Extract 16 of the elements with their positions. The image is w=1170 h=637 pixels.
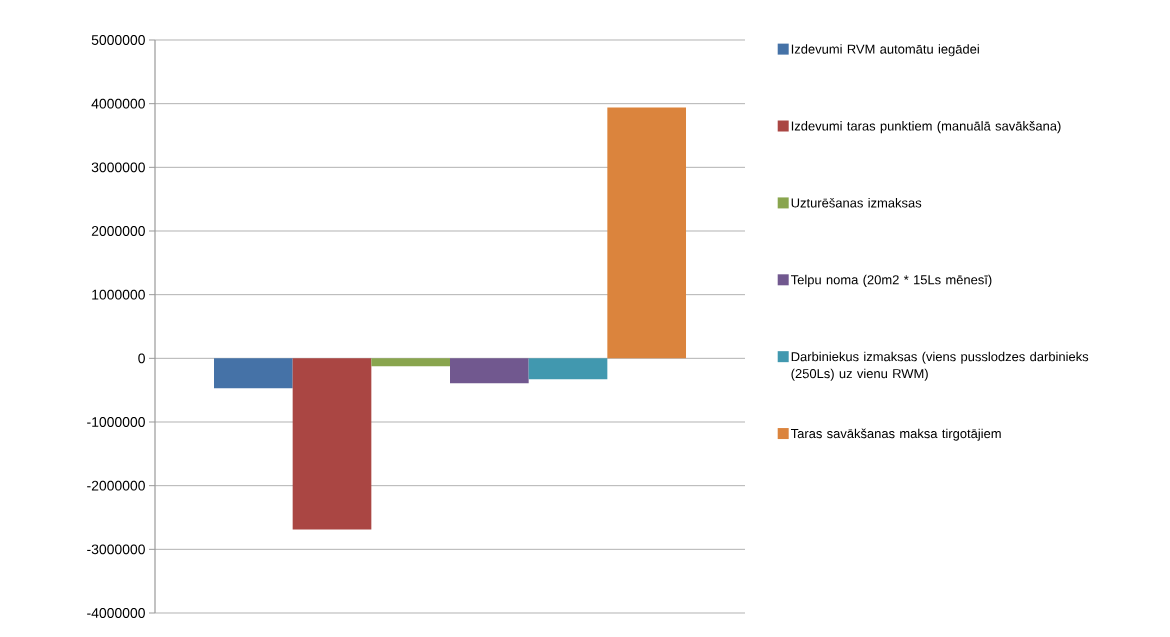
y-tick-label: 0 bbox=[138, 353, 145, 364]
y-tick-label: -1000000 bbox=[87, 417, 145, 427]
y-tick-label: 2000000 bbox=[91, 226, 145, 236]
legend-label: Darbiniekus izmaksas (viens pusslodzes darbinieks (250Ls) uz vienu RWM) bbox=[791, 351, 1089, 381]
y-tick-label: -2000000 bbox=[87, 480, 145, 491]
y-tick-label: 5000000 bbox=[91, 35, 145, 45]
y-tick-label: 4000000 bbox=[91, 98, 145, 109]
y-tick-label: 3000000 bbox=[91, 162, 145, 173]
legend-label: Izdevumi taras punktiem (manuālā savākšana) bbox=[791, 121, 1061, 134]
legend-label: Uzturēšanas izmaksas bbox=[791, 197, 922, 208]
legend-label: Izdevumi RVM automātu iegādei bbox=[791, 44, 979, 57]
legend-label: Taras savākšanas maksa tirgotājiem bbox=[790, 428, 1001, 441]
y-tick-label: -4000000 bbox=[87, 608, 145, 618]
y-tick-label: 1000000 bbox=[92, 289, 145, 300]
y-tick-label: -3000000 bbox=[87, 544, 145, 555]
legend-label: Telpu noma (20m2 * 15Ls mēnesī) bbox=[790, 274, 992, 287]
